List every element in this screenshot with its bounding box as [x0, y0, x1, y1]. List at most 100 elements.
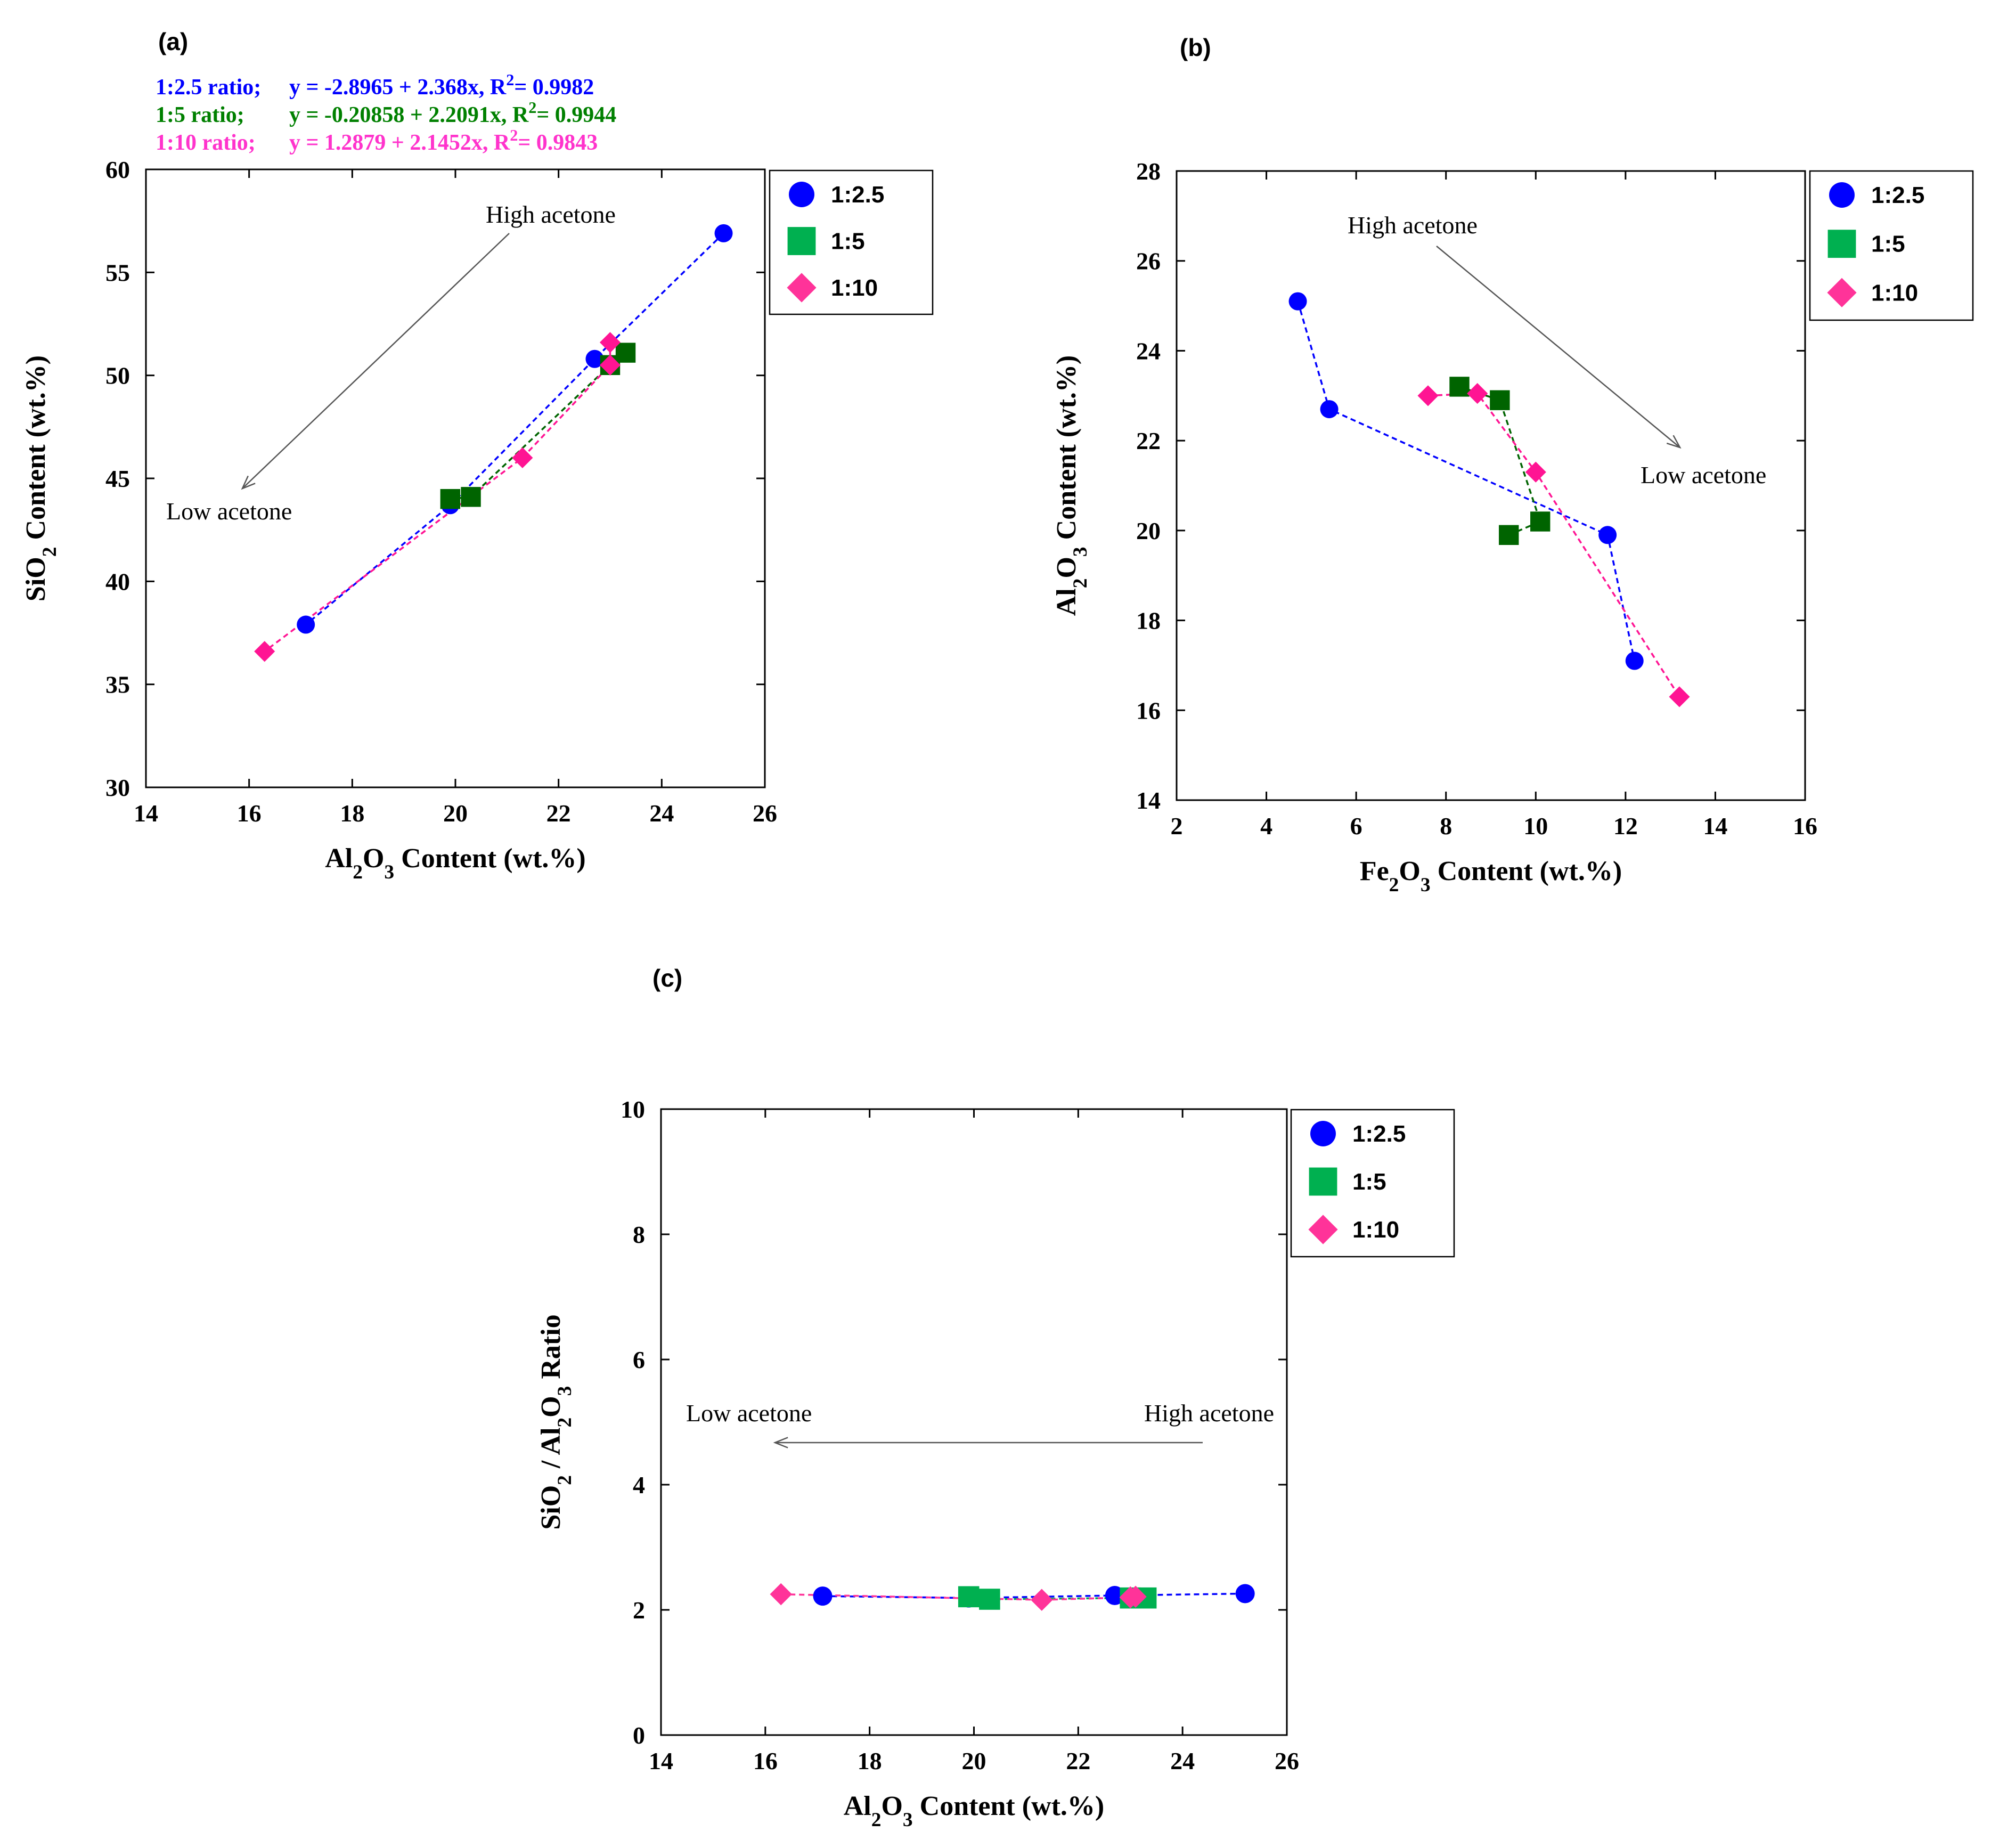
equation-label: 1:5 ratio;	[156, 103, 244, 127]
legend-marker-1-2-5	[1310, 1121, 1336, 1146]
data-point-1-10	[1124, 1585, 1147, 1608]
x-tick-label: 16	[753, 1747, 778, 1774]
data-point-1-5	[1490, 390, 1510, 410]
legend-marker-1-5	[1309, 1167, 1337, 1196]
data-point-1-10	[1417, 385, 1439, 406]
x-tick-label: 24	[1170, 1747, 1195, 1774]
y-tick-label: 55	[105, 259, 130, 286]
y-tick-label: 24	[1136, 337, 1161, 364]
annotation-low-acetone: Low acetone	[686, 1399, 812, 1427]
equation-label: 1:10 ratio;	[156, 131, 256, 155]
legend-marker-1-10	[1308, 1215, 1338, 1244]
data-point-1-2-5	[1598, 526, 1617, 544]
data-point-1-10	[1467, 383, 1488, 404]
data-point-1-5	[958, 1586, 980, 1608]
data-point-1-10	[1525, 461, 1546, 483]
x-tick-label: 12	[1613, 812, 1638, 840]
legend-label: 1:2.5	[831, 182, 884, 208]
x-tick-label: 24	[649, 800, 674, 827]
x-tick-label: 22	[546, 800, 571, 827]
y-tick-label: 40	[105, 568, 130, 595]
annotation-high-acetone: High acetone	[486, 201, 616, 228]
y-axis-label: SiO2 Content (wt.%)	[21, 355, 61, 601]
data-point-1-10	[512, 447, 533, 468]
panel-label: (a)	[158, 28, 188, 55]
data-point-1-10	[599, 354, 621, 376]
annotation-high-acetone: High acetone	[1348, 211, 1478, 239]
y-tick-label: 30	[105, 774, 130, 801]
data-point-1-2-5	[1235, 1584, 1255, 1603]
y-tick-label: 60	[105, 156, 130, 183]
legend: 1:2.5 1:5 1:10	[1290, 1109, 1455, 1258]
legend-marker-1-10	[787, 273, 817, 303]
data-point-1-2-5	[1288, 292, 1307, 311]
x-tick-label: 14	[649, 1747, 673, 1774]
data-point-1-2-5	[813, 1586, 833, 1606]
data-point-1-5	[1449, 377, 1470, 397]
y-tick-label: 8	[633, 1221, 645, 1248]
annotation-high-acetone: High acetone	[1144, 1399, 1274, 1427]
x-tick-label: 26	[1275, 1747, 1299, 1774]
y-tick-label: 50	[105, 362, 130, 389]
trend-arrow	[242, 233, 510, 489]
y-tick-label: 26	[1136, 248, 1161, 275]
x-tick-label: 14	[134, 800, 158, 827]
trend-arrow-head	[241, 475, 256, 490]
data-point-1-10	[254, 641, 275, 662]
data-point-1-2-5	[297, 615, 315, 634]
x-tick-label: 22	[1066, 1747, 1090, 1774]
equation-text: y = -0.20858 + 2.2091x, R2= 0.9944	[289, 99, 616, 127]
x-tick-label: 2	[1171, 812, 1183, 840]
x-tick-label: 14	[1703, 812, 1727, 840]
x-tick-label: 20	[443, 800, 468, 827]
y-axis-label: Al2O3 Content (wt.%)	[1051, 355, 1091, 616]
y-tick-label: 6	[633, 1346, 645, 1373]
legend-label: 1:5	[1352, 1169, 1386, 1195]
y-tick-label: 16	[1136, 697, 1161, 724]
x-tick-label: 18	[340, 800, 364, 827]
data-point-1-5	[1499, 525, 1519, 545]
x-tick-label: 16	[1793, 812, 1817, 840]
panel-label: (b)	[1180, 34, 1211, 61]
y-tick-label: 4	[633, 1471, 645, 1499]
data-point-1-5	[979, 1589, 1000, 1610]
data-point-1-5	[461, 487, 481, 507]
trend-arrow-head	[773, 1437, 788, 1448]
y-tick-label: 10	[621, 1096, 645, 1123]
series-line-1-10	[264, 342, 611, 653]
x-axis-label: Fe2O3 Content (wt.%)	[1360, 856, 1622, 896]
legend-marker-1-2-5	[1829, 182, 1855, 208]
data-point-1-2-5	[1625, 652, 1644, 670]
y-tick-label: 28	[1136, 158, 1161, 185]
legend-label: 1:10	[831, 275, 878, 301]
data-point-1-2-5	[1320, 400, 1339, 419]
trend-arrow	[1436, 246, 1680, 448]
data-point-1-5	[1530, 511, 1551, 532]
x-tick-label: 16	[237, 800, 262, 827]
data-point-1-2-5	[585, 349, 604, 368]
y-tick-label: 14	[1136, 787, 1161, 814]
legend-label: 1:10	[1352, 1217, 1399, 1243]
series-line-1-2-5	[305, 232, 724, 625]
legend-label: 1:2.5	[1352, 1121, 1406, 1147]
data-point-1-5	[440, 489, 461, 509]
x-tick-label: 10	[1523, 812, 1548, 840]
panel-a: (a) 14 16 18 20 22 24 26 30 35 40 45 50 55 60 Al2O3 Con…	[21, 28, 934, 883]
data-point-1-2-5	[714, 224, 733, 242]
y-tick-label: 22	[1136, 427, 1161, 454]
y-tick-label: 2	[633, 1597, 645, 1624]
x-tick-label: 18	[858, 1747, 882, 1774]
data-point-1-10	[770, 1583, 792, 1606]
y-tick-label: 18	[1136, 607, 1161, 634]
annotation-low-acetone: Low acetone	[166, 498, 292, 525]
series-line-1-2-5	[1296, 301, 1636, 661]
x-tick-label: 26	[753, 800, 777, 827]
data-point-1-10	[1669, 686, 1690, 707]
equation-text: y = 1.2879 + 2.1452x, R2= 0.9843	[289, 126, 598, 155]
legend: 1:2.5 1:5 1:10	[1809, 170, 1974, 321]
panel-label: (c)	[652, 964, 682, 992]
y-tick-label: 45	[105, 465, 130, 492]
x-axis-label: Al2O3 Content (wt.%)	[844, 1791, 1105, 1831]
